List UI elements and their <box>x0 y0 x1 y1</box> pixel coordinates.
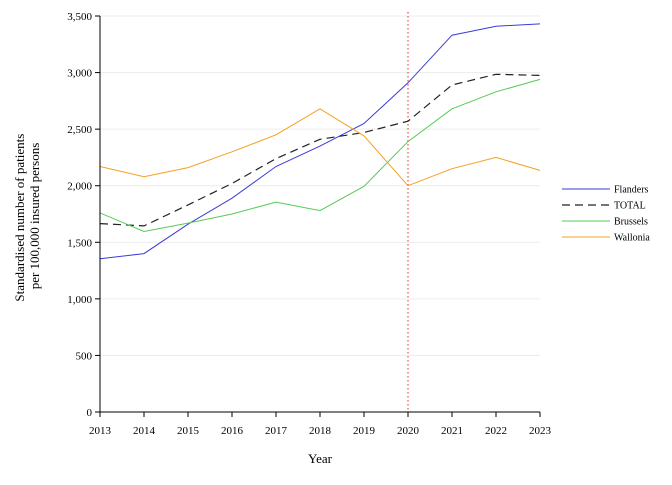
y-tick-label: 3,000 <box>67 68 92 80</box>
x-tick-label: 2019 <box>353 425 376 437</box>
x-axis-title: Year <box>308 451 333 466</box>
y-tick-label: 3,500 <box>67 11 92 23</box>
x-tick-label: 2017 <box>265 425 288 437</box>
legend-label-brussels: Brussels <box>614 217 648 228</box>
y-axis-title: Standardised number of patients per 100,… <box>12 130 42 301</box>
legend-label-wallonia: Wallonia <box>614 233 650 244</box>
x-tick-label: 2023 <box>529 425 552 437</box>
y-tick-label: 2,500 <box>67 124 92 136</box>
legend-label-total: TOTAL <box>614 201 646 212</box>
y-axis-title-line-2: per 100,000 insured persons <box>27 143 42 290</box>
x-tick-label: 2014 <box>133 425 156 437</box>
y-tick-label: 500 <box>76 350 93 362</box>
x-tick-label: 2015 <box>177 425 200 437</box>
x-tick-label: 2020 <box>397 425 420 437</box>
x-tick-label: 2022 <box>485 425 507 437</box>
series-line-brussels <box>99 78 541 233</box>
legend-label-flanders: Flanders <box>614 185 649 196</box>
series-line-total <box>99 73 541 227</box>
y-tick-label: 1,000 <box>67 294 92 306</box>
x-tick-label: 2018 <box>309 425 332 437</box>
y-tick-label: 2,000 <box>67 181 92 193</box>
x-tick-label: 2013 <box>89 425 112 437</box>
x-tick-label: 2016 <box>221 425 244 437</box>
series-line-wallonia <box>99 108 541 187</box>
series-line-flanders <box>99 23 541 260</box>
y-tick-label: 0 <box>87 407 93 419</box>
x-tick-label: 2021 <box>441 425 463 437</box>
y-axis-title-line-1: Standardised number of patients <box>12 134 27 302</box>
y-tick-label: 1,500 <box>67 237 92 249</box>
